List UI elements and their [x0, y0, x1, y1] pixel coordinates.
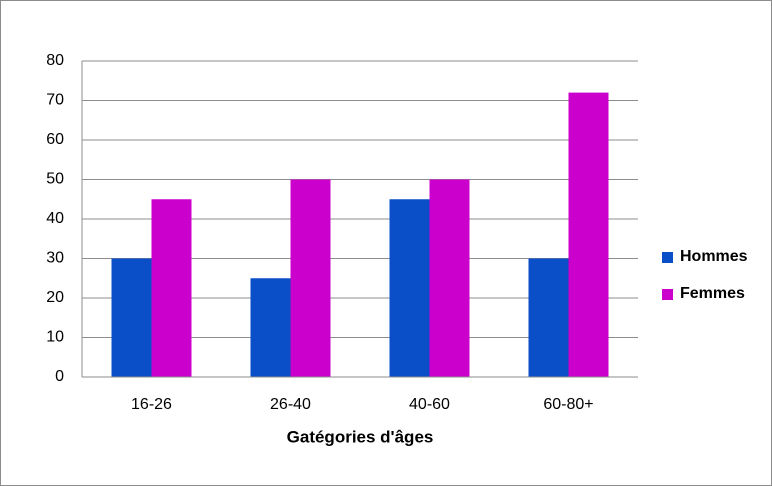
y-tick-label: 50 — [46, 171, 64, 188]
y-tick-label: 20 — [46, 289, 64, 306]
y-tick-label: 70 — [46, 92, 64, 109]
y-tick-label: 80 — [46, 52, 64, 69]
legend-swatch — [662, 289, 673, 300]
bar — [429, 179, 470, 377]
bar — [528, 258, 569, 377]
x-tick-label: 26-40 — [270, 396, 311, 413]
bar — [111, 258, 152, 377]
x-tick-label: 40-60 — [409, 396, 450, 413]
bar — [250, 278, 291, 377]
y-tick-label: 10 — [46, 329, 64, 346]
x-tick-label: 60-80+ — [543, 396, 593, 413]
x-tick-label: 16-26 — [131, 396, 172, 413]
bar — [290, 179, 331, 377]
y-tick-label: 40 — [46, 210, 64, 227]
bar — [389, 199, 430, 377]
y-tick-label: 30 — [46, 250, 64, 267]
legend-label: Femmes — [680, 285, 745, 302]
y-tick-label: 0 — [55, 368, 64, 385]
x-axis-label: Gatégories d'âges — [287, 427, 434, 446]
y-tick-label: 60 — [46, 131, 64, 148]
legend-label: Hommes — [680, 248, 748, 265]
bar — [151, 199, 192, 377]
legend-swatch — [662, 252, 673, 263]
bar — [568, 92, 609, 377]
